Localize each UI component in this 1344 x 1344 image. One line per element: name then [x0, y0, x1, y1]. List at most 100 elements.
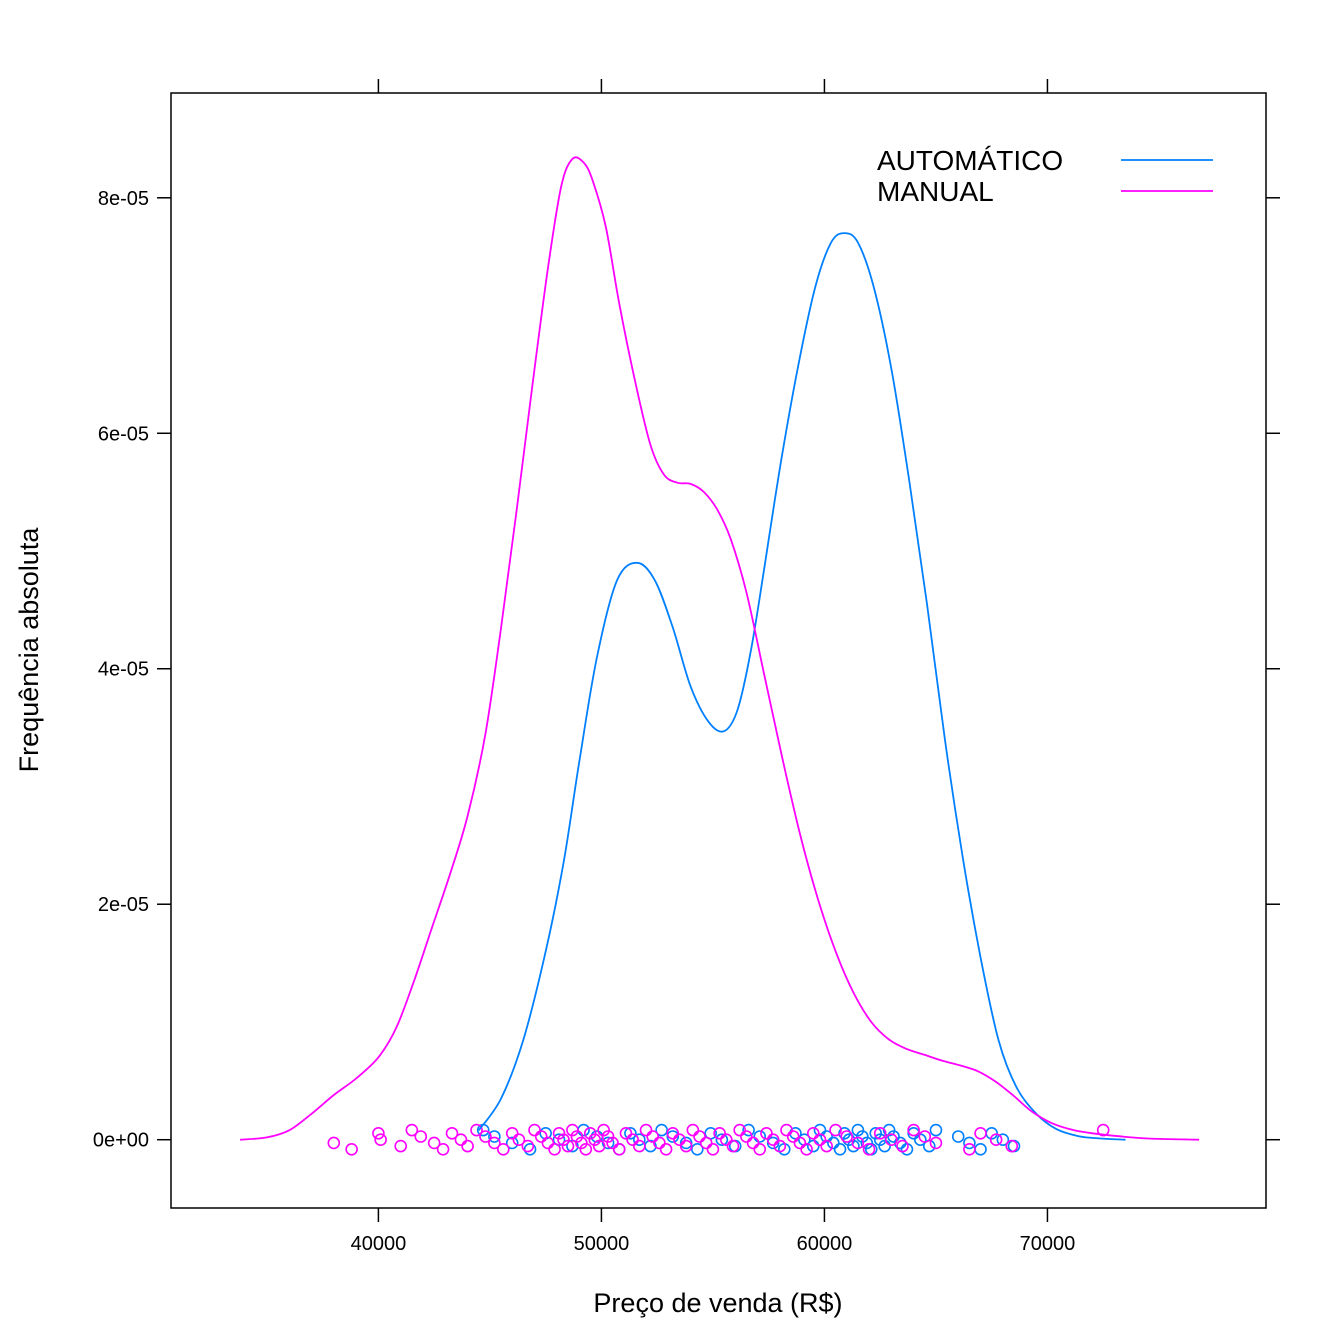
rug-point — [963, 1143, 976, 1156]
rug-point — [624, 1127, 637, 1140]
rug-point — [557, 1133, 570, 1147]
rug-point — [575, 1136, 588, 1150]
rug-point — [773, 1139, 787, 1153]
rug-point — [606, 1136, 619, 1150]
rug-point — [414, 1130, 428, 1143]
y-axis: 0e+00 2e-05 4e-05 6e-05 8e-05 — [93, 188, 1280, 1152]
rug-point — [597, 1123, 610, 1137]
rug-point — [583, 1127, 597, 1140]
rug-point — [619, 1127, 633, 1140]
rug-point — [833, 1143, 847, 1156]
rug-point — [820, 1130, 833, 1143]
legend-label-automatico: AUTOMÁTICO — [877, 145, 1063, 176]
rug-point — [541, 1136, 555, 1150]
rug-point — [521, 1139, 535, 1153]
x-axis: 40000 50000 60000 70000 — [351, 79, 1075, 1255]
rug-point — [666, 1127, 680, 1140]
rug-point — [974, 1143, 987, 1156]
rug-point — [726, 1139, 740, 1153]
rug-point — [345, 1143, 358, 1156]
rug-point — [907, 1127, 920, 1140]
rug-point — [691, 1143, 704, 1156]
rug-point — [552, 1127, 566, 1140]
rug-point — [655, 1123, 668, 1137]
rug-point — [653, 1136, 666, 1150]
rug-point — [800, 1143, 813, 1156]
rug-point — [496, 1143, 510, 1156]
rug-point — [753, 1130, 767, 1143]
rug-point — [479, 1130, 492, 1143]
rug-point — [786, 1130, 800, 1143]
y-tick-label: 8e-05 — [98, 188, 149, 210]
rug-point — [454, 1133, 468, 1147]
y-tick-label: 2e-05 — [98, 894, 149, 916]
rug-point — [733, 1123, 746, 1137]
rug-point — [827, 1136, 840, 1150]
rug-point — [673, 1133, 686, 1147]
legend-label-manual: MANUAL — [877, 176, 994, 207]
rug-point — [869, 1127, 883, 1140]
rug-point — [806, 1139, 820, 1153]
rug-point — [488, 1130, 501, 1143]
x-tick-label: 50000 — [574, 1233, 630, 1255]
rug-point — [746, 1136, 760, 1150]
x-axis-title: Preço de venda (R$) — [593, 1288, 842, 1318]
rug-point — [989, 1133, 1003, 1147]
rug-point — [633, 1139, 646, 1153]
rug-point — [974, 1127, 987, 1140]
rug-point — [713, 1127, 726, 1140]
rug-point — [561, 1139, 575, 1153]
rug-point — [907, 1123, 920, 1137]
x-tick-label: 40000 — [351, 1233, 407, 1255]
rug-point — [626, 1133, 639, 1147]
rug-point — [646, 1130, 660, 1143]
rug-point — [740, 1130, 753, 1143]
rug-point — [639, 1123, 653, 1137]
rug-point — [893, 1136, 907, 1150]
density-curve-manual — [240, 156, 1200, 1141]
rug-point — [1096, 1123, 1110, 1137]
rug-point — [878, 1139, 891, 1153]
rug-point — [929, 1136, 943, 1150]
rug-point — [445, 1127, 459, 1140]
rug-point — [806, 1127, 820, 1140]
rug-point — [394, 1139, 408, 1153]
rug-point — [860, 1136, 874, 1150]
y-tick-label: 4e-05 — [98, 659, 149, 681]
rug-point — [963, 1136, 976, 1150]
rug-point — [601, 1130, 615, 1143]
rug-point — [488, 1136, 501, 1150]
rug-point — [679, 1136, 693, 1150]
rug-point — [829, 1123, 842, 1137]
rug-point — [929, 1123, 943, 1137]
x-tick-label: 60000 — [797, 1233, 853, 1255]
rug-point — [461, 1139, 474, 1153]
rug-point — [838, 1127, 851, 1140]
rug-point — [505, 1136, 519, 1150]
rug-point — [873, 1127, 887, 1140]
rug-point — [505, 1127, 519, 1140]
rug-point — [813, 1123, 827, 1137]
rug-point — [405, 1123, 419, 1137]
rug-point — [659, 1143, 673, 1156]
rug-point — [427, 1136, 441, 1150]
rug-point — [601, 1136, 615, 1150]
series-layer — [240, 156, 1200, 1156]
y-tick-label: 6e-05 — [98, 423, 149, 445]
y-axis-title: Frequência absoluta — [14, 527, 44, 773]
density-curve-automatico — [478, 232, 1126, 1141]
rug-point — [856, 1130, 869, 1143]
rug-point — [528, 1123, 541, 1137]
rug-point — [436, 1143, 450, 1156]
rug-point — [666, 1130, 680, 1143]
rug-point — [699, 1136, 713, 1150]
rug-point — [820, 1139, 833, 1153]
rug-point — [896, 1139, 909, 1153]
rug-point — [588, 1133, 602, 1147]
rug-point — [470, 1123, 483, 1137]
rug-point — [813, 1133, 827, 1147]
rug-point — [327, 1136, 341, 1150]
rug-point — [851, 1123, 865, 1137]
rug-point — [579, 1143, 593, 1156]
